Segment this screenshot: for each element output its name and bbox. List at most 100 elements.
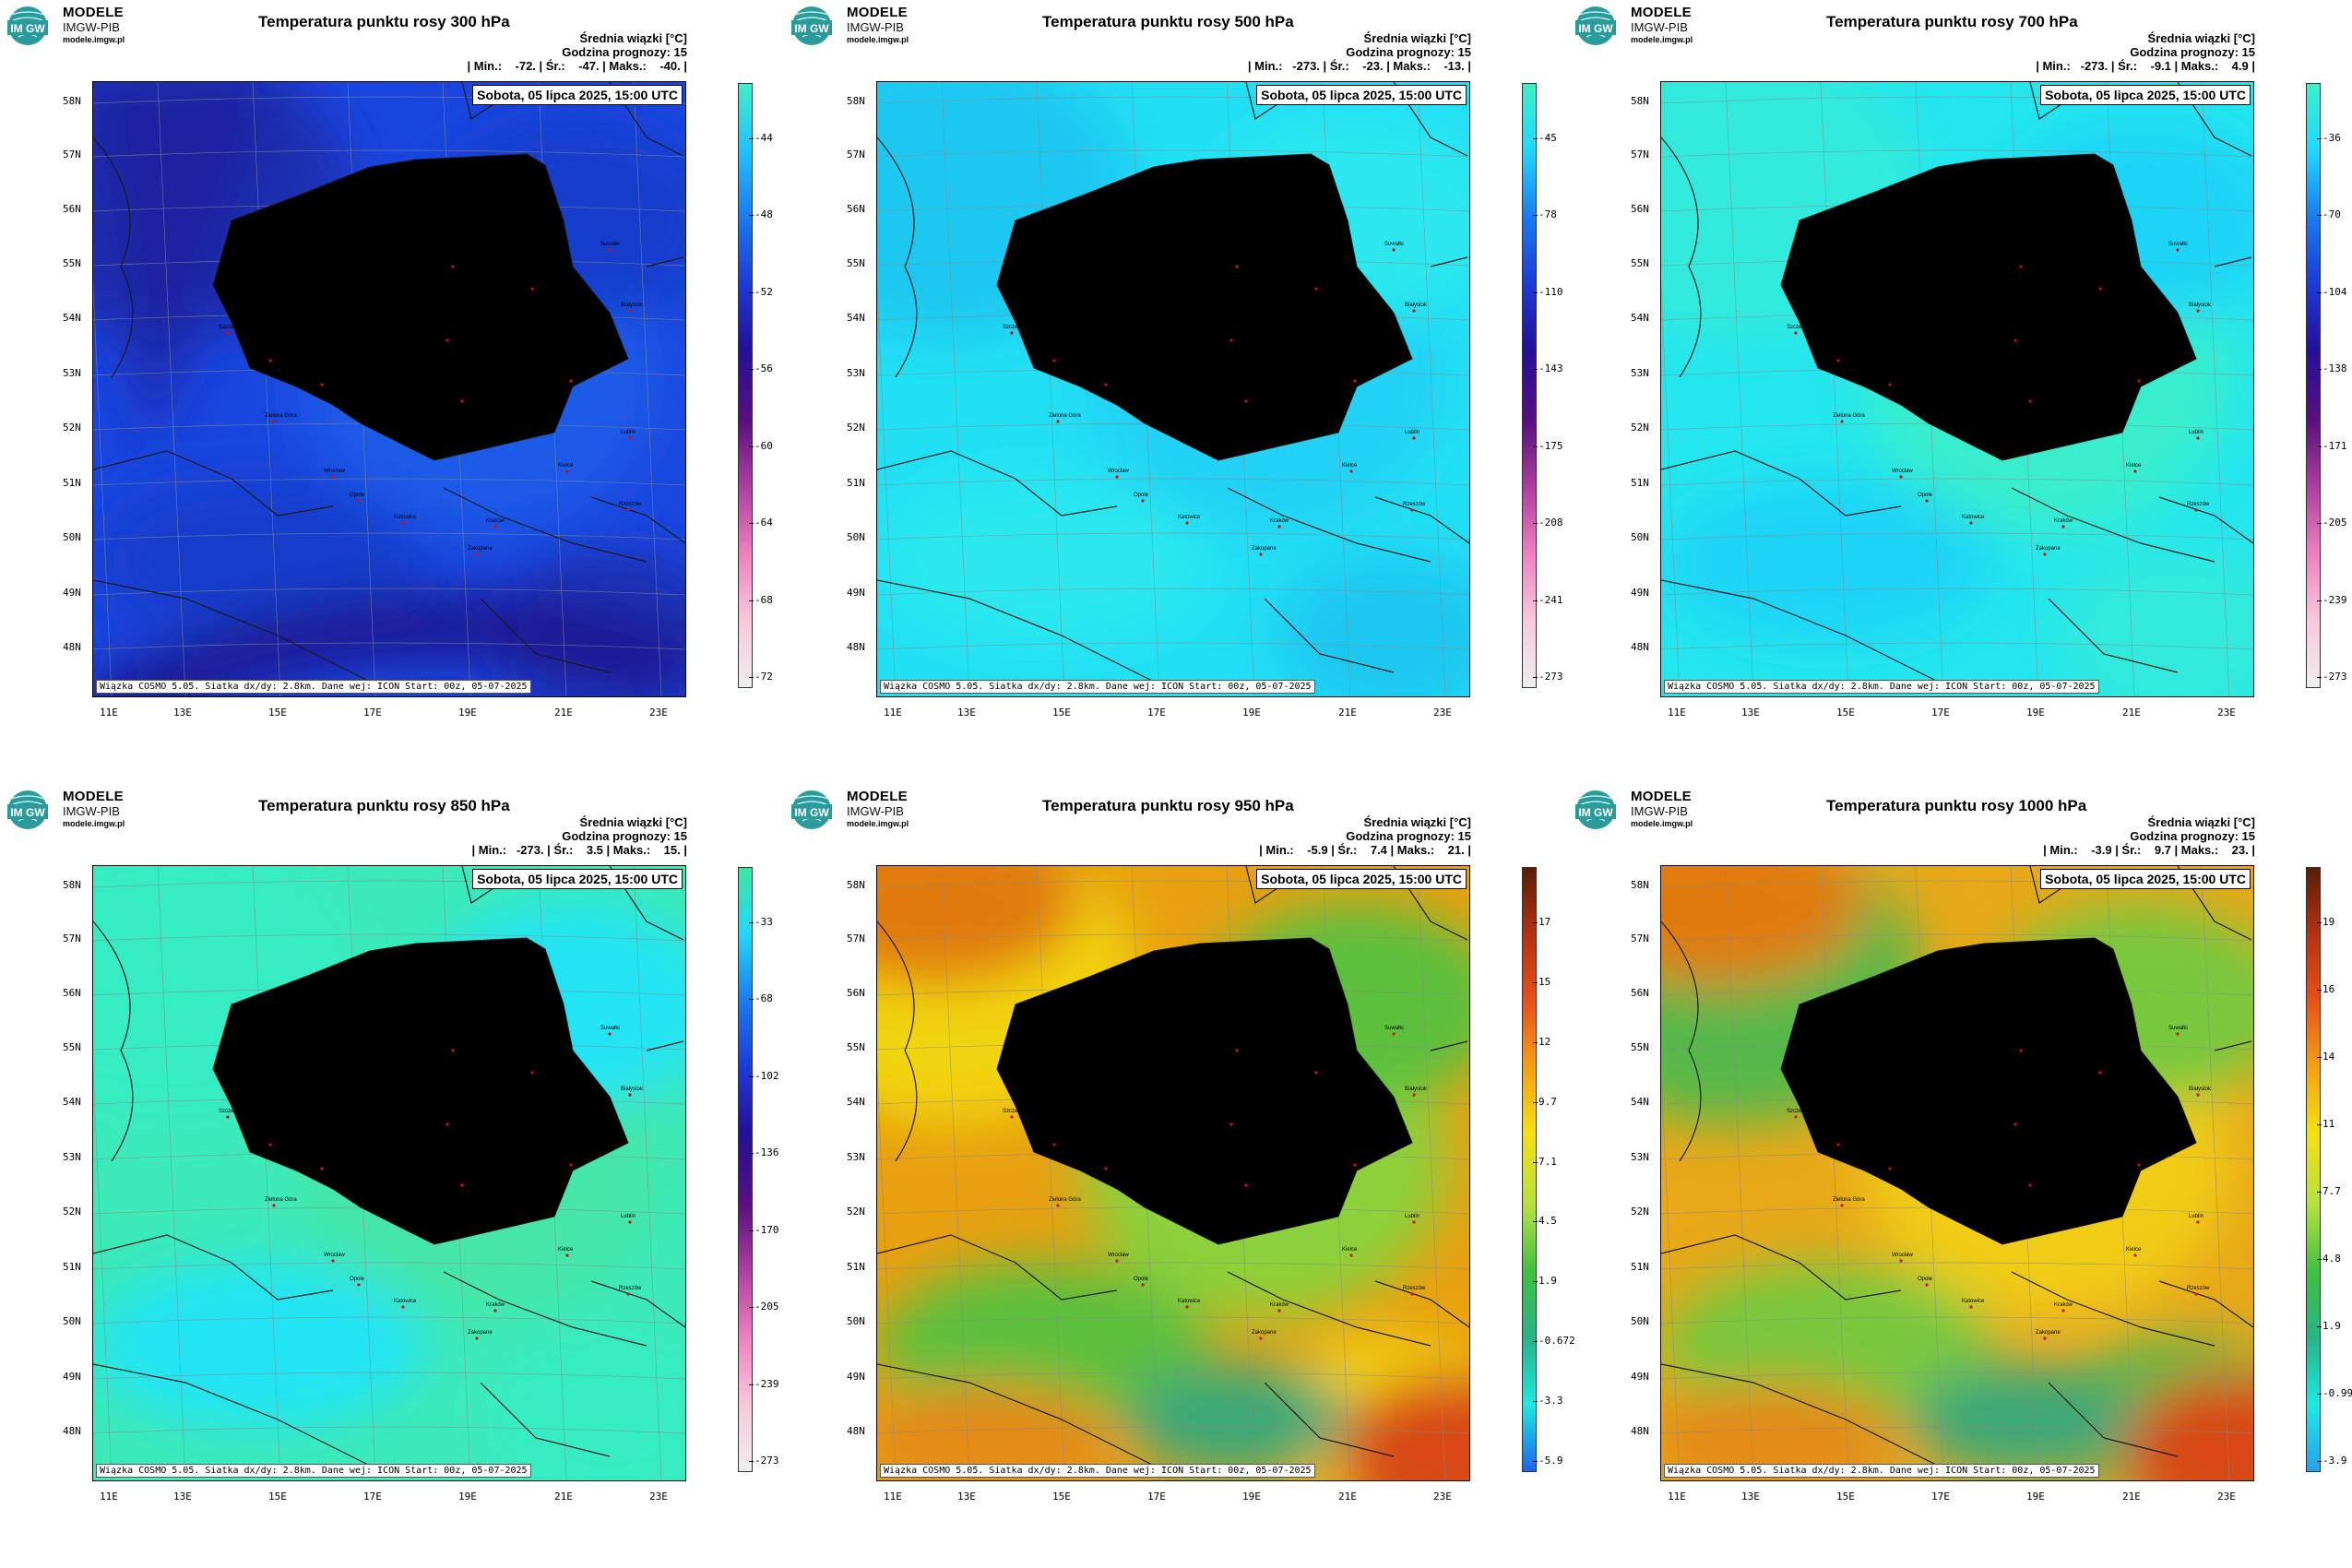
colorbar-tick-label: 9.7 xyxy=(1533,1096,1557,1108)
city-marker xyxy=(1052,1143,1056,1146)
panel-title: Temperatura punktu rosy 850 hPa xyxy=(258,797,510,814)
imgw-logo-icon: IM GW xyxy=(791,790,832,829)
city-label: Szczecin xyxy=(1003,325,1025,330)
map-area: Gdańsk Suwałki Olsztyn Białystok Szczecin Byd… xyxy=(92,865,686,1481)
panel-stats: Średnia wiązki [°C] Godzina prognozy: 15 |… xyxy=(467,31,687,73)
city-label: Rzeszów xyxy=(2187,1286,2210,1291)
longitude-label: 19E xyxy=(458,707,477,719)
panel-title: Temperatura punktu rosy 700 hPa xyxy=(1826,13,2078,30)
city-label: Łódź xyxy=(2021,393,2033,398)
logo-line2: IMGW-PIB xyxy=(63,804,120,818)
logo-text: MODELE IMGW-PIB modele.imgw.pl xyxy=(63,6,125,44)
panel-stats: Średnia wiązki [°C] Godzina prognozy: 15 |… xyxy=(2036,31,2255,73)
city-marker xyxy=(331,1259,335,1263)
city-label: Poznań xyxy=(1881,1160,1899,1166)
latitude-label: 49N xyxy=(63,1371,81,1383)
city-label: Olsztyn xyxy=(2091,1064,2109,1070)
city-marker xyxy=(2013,1123,2017,1126)
longitude-label: 13E xyxy=(957,707,976,719)
city-label: Zielona Góra xyxy=(1049,413,1081,419)
svg-text:IM GW: IM GW xyxy=(794,806,829,819)
latitude-label: 55N xyxy=(63,1041,81,1053)
logo-url: modele.imgw.pl xyxy=(63,819,125,828)
latitude-label: 55N xyxy=(847,1041,865,1053)
map-panel: IM GW MODELE IMGW-PIB modele.imgw.pl Tempera… xyxy=(0,0,784,784)
city-label: Wrocław xyxy=(1108,1253,1130,1258)
city-label: Suwałki xyxy=(2168,1026,2188,1031)
city-label: Warszawa xyxy=(2130,1157,2156,1162)
city-marker xyxy=(1185,521,1189,525)
legend-title: Średnia wiązki [°C] xyxy=(2147,31,2255,45)
city-label: Opole xyxy=(350,493,365,498)
city-marker xyxy=(1235,265,1239,268)
latitude-label: 52N xyxy=(847,422,865,434)
colorbar-tick-label: -110 xyxy=(1533,286,1563,298)
panel-stats: Średnia wiązki [°C] Godzina prognozy: 15 |… xyxy=(1259,815,1471,857)
map-area: Gdańsk Suwałki Olsztyn Białystok Szczecin Byd… xyxy=(876,81,1470,697)
city-marker xyxy=(1353,379,1357,383)
stats-line: | Min.: -72. | Śr.: -47. | Maks.: -40. | xyxy=(467,59,687,73)
city-label: Gdańsk xyxy=(444,258,464,264)
colorbar-tick-label: -3.3 xyxy=(1533,1395,1563,1407)
city-marker xyxy=(475,1336,479,1340)
city-label: Zakopane xyxy=(468,1330,493,1336)
city-marker xyxy=(1259,1336,1263,1340)
longitude-label: 13E xyxy=(1741,1491,1760,1503)
city-marker xyxy=(2176,248,2180,252)
city-label: Kraków xyxy=(1270,518,1289,524)
latitude-label: 58N xyxy=(63,95,81,107)
city-marker xyxy=(1925,499,1929,503)
city-label: Olsztyn xyxy=(1307,1064,1325,1070)
latitude-label: 58N xyxy=(63,879,81,891)
city-marker xyxy=(1259,552,1263,556)
latitude-label: 54N xyxy=(1631,312,1649,324)
city-label: Łódź xyxy=(453,1177,465,1182)
longitude-label: 13E xyxy=(1741,707,1760,719)
colorbar-tick-label: -170 xyxy=(749,1224,779,1236)
longitude-label: 23E xyxy=(649,1491,668,1503)
city-marker xyxy=(1794,331,1798,335)
colorbar xyxy=(738,83,753,688)
colorbar-tick-label: 1.9 xyxy=(2317,1320,2341,1332)
latitude-label: 50N xyxy=(63,1315,81,1327)
longitude-label: 19E xyxy=(2026,1491,2045,1503)
city-marker xyxy=(1314,1071,1318,1075)
latitude-label: 52N xyxy=(1631,422,1649,434)
latitude-label: 50N xyxy=(847,1315,865,1327)
longitude-label: 13E xyxy=(173,707,192,719)
city-marker xyxy=(2196,309,2200,313)
city-marker xyxy=(272,420,276,423)
city-marker xyxy=(565,1253,569,1257)
city-label: Bydgoszcz/Toruń xyxy=(2006,332,2049,338)
colorbar-tick-label: -143 xyxy=(1533,362,1563,374)
city-marker xyxy=(331,475,335,479)
city-marker xyxy=(2194,508,2198,512)
city-label: Katowice xyxy=(1178,515,1201,520)
city-label: Zakopane xyxy=(468,546,493,552)
city-label: Warszawa xyxy=(562,1157,588,1162)
dewpoint-field: Gdańsk Suwałki Olsztyn Białystok Szczecin Byd… xyxy=(93,82,685,696)
city-label: Rzeszów xyxy=(619,1286,642,1291)
longitude-label: 21E xyxy=(554,707,573,719)
colorbar-tick-label: 7.1 xyxy=(1533,1156,1557,1168)
valid-time-label: Sobota, 05 lipca 2025, 15:00 UTC xyxy=(1256,869,1467,889)
logo-line1: MODELE xyxy=(63,5,124,20)
map-area: Gdańsk Suwałki Olsztyn Białystok Szczecin Byd… xyxy=(92,81,686,697)
logo-url: modele.imgw.pl xyxy=(847,35,909,44)
latitude-label: 52N xyxy=(63,422,81,434)
city-label: Olsztyn xyxy=(1307,280,1325,286)
colorbar-tick-label: -36 xyxy=(2317,132,2341,144)
city-marker xyxy=(268,359,272,362)
colorbar-tick-label: -44 xyxy=(749,132,773,144)
latitude-label: 53N xyxy=(847,1151,865,1163)
city-marker xyxy=(2019,1049,2023,1052)
longitude-label: 21E xyxy=(1338,1491,1357,1503)
city-label: Zielona Góra xyxy=(265,413,297,419)
latitude-label: 52N xyxy=(847,1206,865,1218)
colorbar-tick-label: -171 xyxy=(2317,440,2347,452)
city-marker xyxy=(1104,1167,1108,1170)
city-label: Rzeszów xyxy=(1403,1286,1426,1291)
city-label: Zielona Góra xyxy=(265,1197,297,1203)
latitude-label: 51N xyxy=(1631,1261,1649,1273)
city-label: Gdańsk xyxy=(2012,1042,2032,1048)
